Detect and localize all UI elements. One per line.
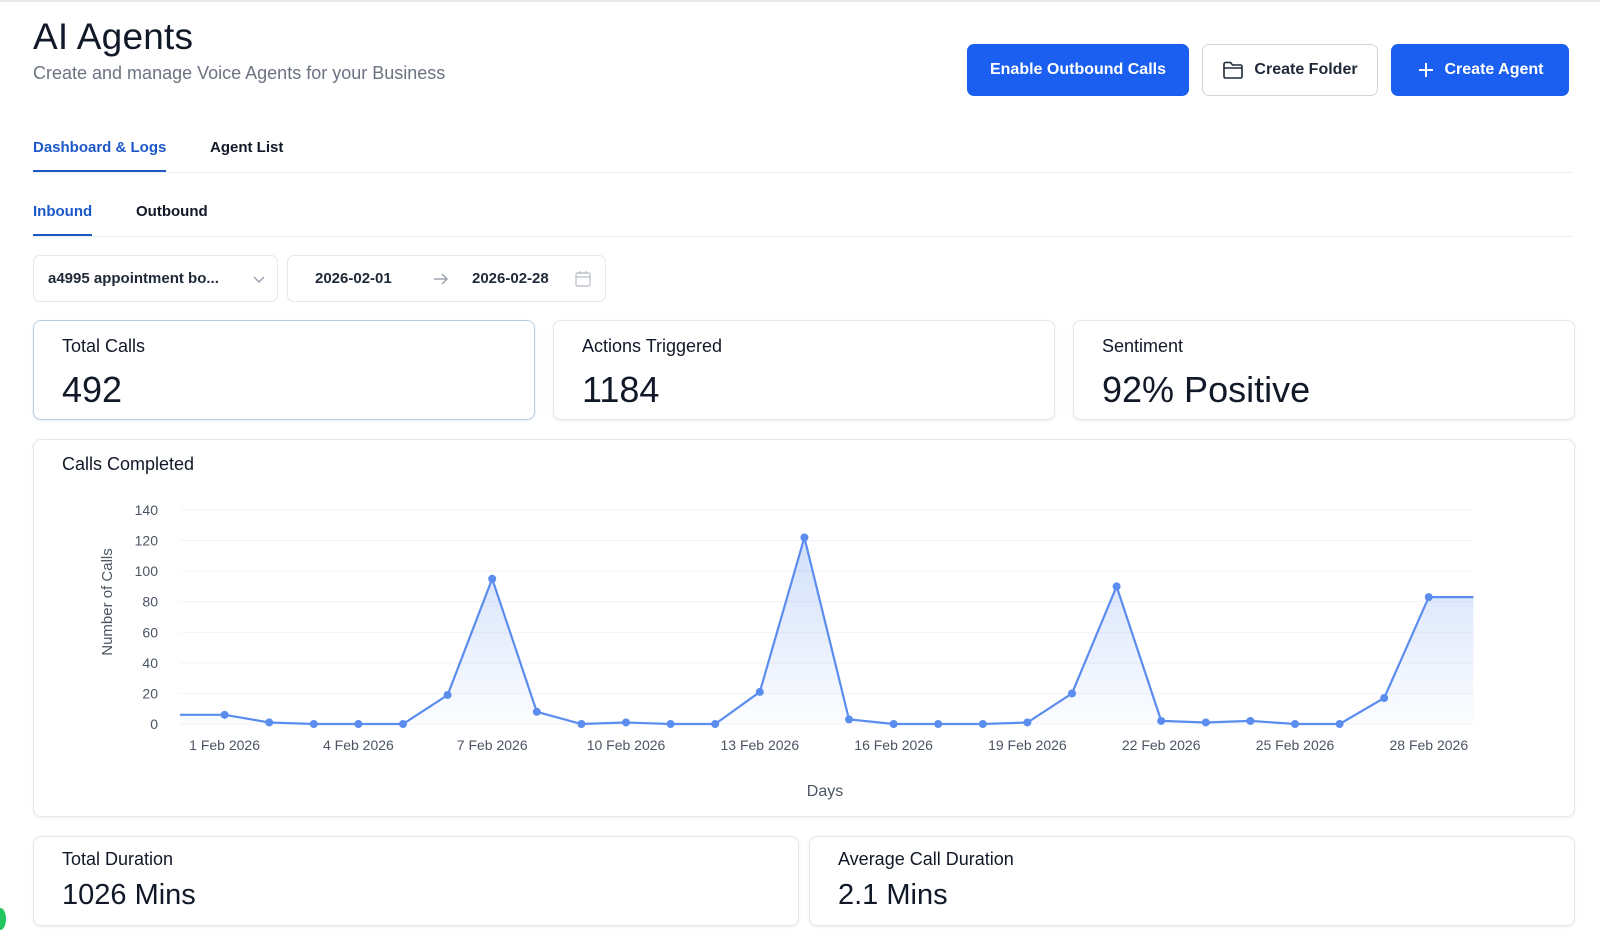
calls-completed-card: Calls Completed 0 20 40 60 80 100 120 140 1 Feb… [33,439,1575,817]
data-point [1157,716,1166,725]
data-point [845,715,853,724]
data-point [265,718,274,727]
x-tick-label: 19 Feb 2026 [988,737,1067,753]
y-tick-label: 20 [142,685,158,701]
y-tick-label: 40 [142,655,158,671]
data-point [220,710,229,719]
data-point [399,720,407,728]
date-range-picker[interactable]: 2026-02-01 2026-02-28 [287,255,606,302]
data-point [1112,582,1121,591]
data-point [1380,694,1389,703]
data-point [1246,716,1255,725]
total-duration-label: Total Duration [62,849,174,869]
create-folder-label: Create Folder [1254,61,1358,78]
y-tick-label: 140 [135,502,159,518]
y-tick-label: 100 [135,563,159,579]
create-agent-label: Create Agent [1444,61,1544,78]
data-point [577,720,586,728]
average-call-duration-value: 2.1 Mins [838,879,948,911]
actions-triggered-card[interactable]: Actions Triggered 1184 [553,320,1055,420]
chart-line [180,533,1474,726]
x-tick-label: 25 Feb 2026 [1256,737,1335,753]
x-tick-label: 4 Feb 2026 [323,737,394,753]
agent-select[interactable]: a4995 appointment bo... [33,255,278,302]
enable-outbound-calls-button[interactable]: Enable Outbound Calls [967,44,1189,96]
agent-select-value: a4995 appointment bo... [48,270,219,287]
date-start[interactable]: 2026-02-01 [315,270,392,287]
data-point [488,574,497,583]
y-tick-label: 80 [142,594,158,610]
data-point [1291,720,1299,728]
plus-icon [1417,61,1435,79]
data-point [889,720,898,728]
chart-points [220,533,1433,728]
status-indicator [0,908,6,930]
data-point [1335,720,1344,728]
y-axis-ticks: 0 20 40 60 80 100 120 140 [135,502,159,732]
tab-agent-list[interactable]: Agent List [210,139,284,156]
x-tick-label: 28 Feb 2026 [1389,737,1468,753]
y-axis-label: Number of Calls [99,548,116,656]
arrow-right-icon [432,271,450,287]
chevron-down-icon [252,274,266,284]
calendar-icon[interactable] [574,270,592,288]
sentiment-value: 92% Positive [1102,369,1311,410]
x-tick-label: 1 Feb 2026 [189,737,260,753]
data-point [309,720,318,728]
average-call-duration-card[interactable]: Average Call Duration 2.1 Mins [809,836,1575,926]
date-end[interactable]: 2026-02-28 [472,270,549,287]
folder-icon [1222,60,1244,80]
actions-triggered-value: 1184 [582,369,660,410]
data-point [1424,593,1433,602]
sentiment-card[interactable]: Sentiment 92% Positive [1073,320,1575,420]
sentiment-label: Sentiment [1102,336,1184,356]
create-folder-button[interactable]: Create Folder [1202,44,1378,96]
data-point [934,720,943,728]
x-tick-label: 13 Feb 2026 [720,737,799,753]
calls-completed-chart: 0 20 40 60 80 100 120 140 1 Feb 2026 4 Feb 2026 7… [99,502,1474,800]
page-subtitle: Create and manage Voice Agents for your … [33,63,446,83]
y-tick-label: 0 [150,716,158,732]
data-point [711,720,720,728]
data-point [443,690,452,699]
total-calls-card[interactable]: Total Calls 492 [33,320,535,420]
data-point [1023,718,1032,727]
main-tabs: Dashboard & Logs Agent List [33,139,1573,173]
data-point [354,720,363,728]
x-axis-ticks: 1 Feb 2026 4 Feb 2026 7 Feb 2026 10 Feb 202… [189,737,1468,753]
x-tick-label: 22 Feb 2026 [1122,737,1201,753]
data-point [622,718,630,727]
data-point [978,720,987,728]
actions-triggered-label: Actions Triggered [582,336,723,356]
tab-dashboard-logs[interactable]: Dashboard & Logs [33,139,167,172]
x-tick-label: 10 Feb 2026 [587,737,666,753]
average-call-duration-label: Average Call Duration [838,849,1014,869]
create-agent-button[interactable]: Create Agent [1391,44,1569,96]
page-title: AI Agents [33,16,194,57]
tab-outbound[interactable]: Outbound [136,203,208,220]
total-calls-value: 492 [62,369,123,410]
x-tick-label: 7 Feb 2026 [457,737,528,753]
tab-inbound[interactable]: Inbound [33,203,93,236]
x-tick-label: 16 Feb 2026 [854,737,933,753]
top-border [0,0,1600,2]
y-tick-label: 60 [142,624,158,640]
data-point [1201,718,1210,727]
data-point [666,720,675,728]
sub-tabs: Inbound Outbound [33,203,1573,237]
chart-card-title: Calls Completed [62,454,195,474]
total-duration-card[interactable]: Total Duration 1026 Mins [33,836,799,926]
total-duration-value: 1026 Mins [62,879,196,911]
data-point [1068,689,1076,698]
total-calls-label: Total Calls [62,336,146,356]
data-point [532,707,541,716]
x-axis-label: Days [807,783,843,800]
data-point [755,687,764,696]
enable-outbound-label: Enable Outbound Calls [989,61,1166,78]
y-tick-label: 120 [135,533,159,549]
data-point [800,533,809,542]
